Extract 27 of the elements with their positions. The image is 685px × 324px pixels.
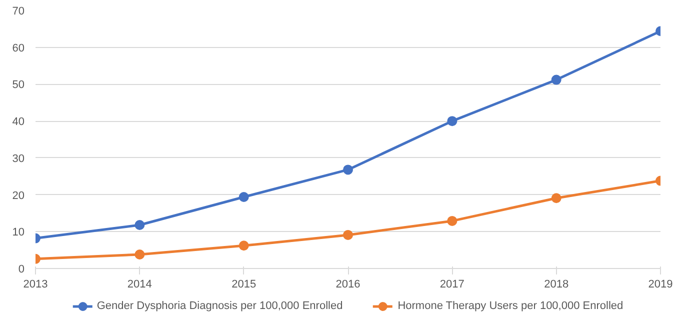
point (447, 216, 458, 226)
point (343, 164, 353, 175)
y-tick-label: 50 (12, 79, 25, 92)
x-tick-label: 2019 (648, 278, 673, 290)
point (343, 230, 353, 240)
y-tick-label: 20 (12, 190, 25, 202)
x-tick-label: 2013 (23, 278, 48, 290)
point (447, 116, 458, 126)
y-tick-label: 40 (12, 116, 25, 128)
x-tick-label: 2018 (544, 278, 569, 290)
x-tick-label: 2016 (336, 278, 360, 290)
point (134, 250, 145, 260)
y-tick-label: 60 (12, 42, 25, 54)
y-tick-label: 30 (12, 152, 25, 165)
x-tick-label: 2014 (127, 278, 152, 290)
point (134, 220, 145, 230)
y-tick-label: 0 (18, 264, 25, 276)
legend-label: Gender Dysphoria Diagnosis per 100,000 Enrolled (96, 300, 343, 312)
y-tick-label: 10 (12, 226, 25, 239)
y-tick-label: 70 (12, 6, 25, 18)
point (551, 74, 562, 85)
point (551, 193, 562, 204)
legend-label: Hormone Therapy Users per 100,000 Enrolled (398, 300, 624, 312)
point (238, 192, 249, 202)
point (238, 240, 249, 251)
x-tick-label: 2017 (440, 278, 464, 290)
x-tick-label: 2015 (232, 278, 256, 290)
